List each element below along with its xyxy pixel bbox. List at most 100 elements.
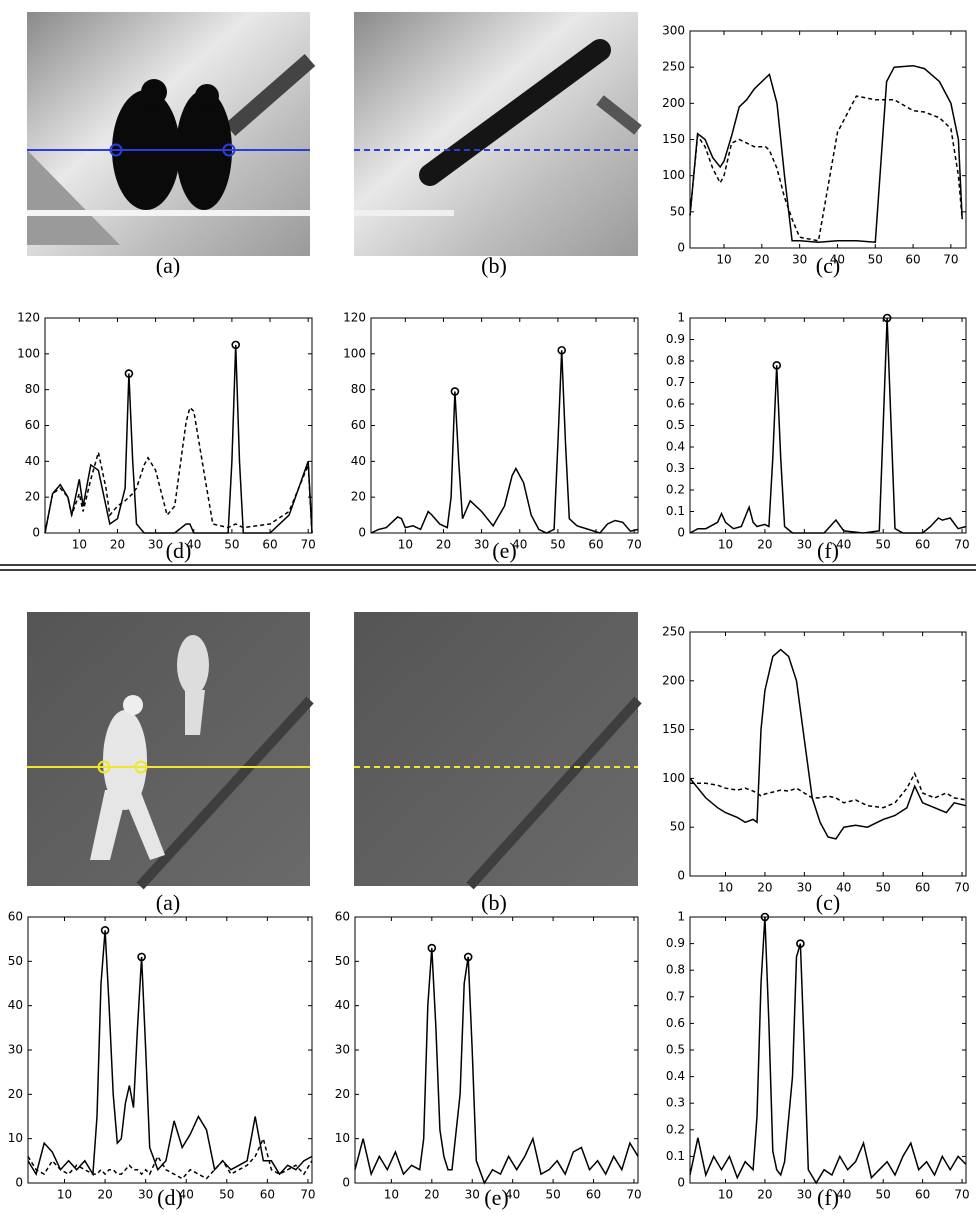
- x-tick-label: 20: [110, 538, 125, 552]
- y-tick-label: 0.9: [666, 936, 685, 950]
- x-tick-label: 40: [836, 1188, 851, 1202]
- y-tick-label: 200: [662, 96, 685, 110]
- y-tick-label: 80: [351, 382, 366, 396]
- y-tick-label: 250: [662, 625, 685, 639]
- series-line: [690, 771, 967, 809]
- y-tick-label: 40: [351, 454, 366, 468]
- caption: (e): [484, 1185, 508, 1210]
- y-tick-label: 30: [8, 1043, 23, 1057]
- x-tick-label: 70: [954, 881, 969, 895]
- y-tick-label: 0: [342, 1176, 350, 1190]
- x-tick-label: 40: [186, 538, 201, 552]
- y-tick-label: 0: [677, 1176, 685, 1190]
- y-tick-label: 0.7: [666, 375, 685, 389]
- y-tick-label: 60: [25, 418, 40, 432]
- photo: [27, 12, 316, 256]
- plot-frame: [354, 916, 639, 1184]
- x-tick-label: 10: [384, 1188, 399, 1202]
- x-tick-label: 60: [262, 538, 277, 552]
- y-tick-label: 0.3: [666, 461, 685, 475]
- peak-marker: [427, 943, 437, 953]
- series-line: [27, 930, 313, 1177]
- y-tick-label: 0.2: [666, 483, 685, 497]
- x-tick-label: 20: [757, 881, 772, 895]
- x-tick-label: 20: [754, 253, 769, 267]
- y-tick-label: 30: [335, 1043, 350, 1057]
- x-tick-label: 60: [915, 538, 930, 552]
- series-line: [689, 95, 963, 242]
- y-tick-label: 0.9: [666, 332, 685, 346]
- caption: (b): [481, 253, 507, 278]
- y-tick-label: 0.2: [666, 1122, 685, 1136]
- x-tick-label: 30: [474, 538, 489, 552]
- y-tick-label: 0.8: [666, 963, 685, 977]
- x-tick-label: 40: [179, 1188, 194, 1202]
- x-tick-label: 30: [792, 253, 807, 267]
- series-line: [689, 916, 967, 1185]
- x-tick-label: 40: [830, 253, 845, 267]
- peak-marker: [882, 313, 892, 323]
- x-tick-label: 20: [757, 1188, 772, 1202]
- x-tick-label: 60: [905, 253, 920, 267]
- x-tick-label: 30: [148, 538, 163, 552]
- x-tick-label: 30: [797, 881, 812, 895]
- plot-frame: [689, 916, 967, 1184]
- y-tick-label: 40: [8, 998, 23, 1012]
- x-tick-label: 70: [627, 538, 642, 552]
- y-tick-label: 0.6: [666, 1016, 685, 1030]
- caption: (c): [816, 253, 840, 278]
- photo: [354, 612, 642, 890]
- x-tick-label: 30: [138, 1188, 153, 1202]
- x-tick-label: 20: [436, 538, 451, 552]
- plot-frame: [689, 631, 967, 877]
- y-tick-label: 50: [8, 954, 23, 968]
- y-tick-label: 0: [677, 241, 685, 255]
- y-tick-label: 10: [8, 1131, 23, 1145]
- caption: (b): [481, 890, 507, 915]
- x-tick-label: 40: [836, 538, 851, 552]
- y-tick-label: 50: [670, 204, 685, 218]
- series-line: [689, 648, 967, 840]
- x-tick-label: 10: [718, 881, 733, 895]
- x-tick-label: 70: [954, 1188, 969, 1202]
- y-tick-label: 300: [662, 24, 685, 38]
- x-tick-label: 60: [915, 881, 930, 895]
- y-tick-label: 150: [662, 132, 685, 146]
- peak-marker: [124, 369, 134, 378]
- x-tick-label: 50: [219, 1188, 234, 1202]
- y-tick-label: 40: [25, 454, 40, 468]
- plot-frame: [44, 317, 313, 534]
- y-tick-label: 0: [32, 526, 40, 540]
- photo: [27, 612, 314, 890]
- y-tick-label: 20: [335, 1087, 350, 1101]
- y-tick-label: 20: [25, 490, 40, 504]
- plot-frame: [689, 30, 967, 249]
- x-tick-label: 30: [797, 1188, 812, 1202]
- x-tick-label: 10: [718, 1188, 733, 1202]
- y-tick-label: 0: [358, 526, 366, 540]
- y-tick-label: 0.4: [666, 1069, 685, 1083]
- y-tick-label: 250: [662, 60, 685, 74]
- peak-marker: [450, 387, 460, 396]
- series-line: [27, 1136, 313, 1180]
- y-tick-label: 100: [662, 771, 685, 785]
- series-line: [370, 350, 639, 534]
- caption: (d): [157, 1185, 183, 1210]
- plot-frame: [370, 317, 639, 534]
- y-tick-label: 20: [8, 1087, 23, 1101]
- x-tick-label: 20: [424, 1188, 439, 1202]
- x-tick-label: 60: [260, 1188, 275, 1202]
- x-tick-label: 50: [876, 881, 891, 895]
- peak-marker: [137, 952, 146, 962]
- x-tick-label: 10: [72, 538, 87, 552]
- x-tick-label: 40: [836, 881, 851, 895]
- y-tick-label: 0.1: [666, 1149, 685, 1163]
- x-tick-label: 50: [868, 253, 883, 267]
- x-tick-label: 70: [301, 538, 316, 552]
- y-tick-label: 50: [335, 954, 350, 968]
- caption: (e): [492, 538, 516, 563]
- peak-marker: [231, 340, 241, 350]
- x-tick-label: 30: [465, 1188, 480, 1202]
- y-tick-label: 150: [662, 722, 685, 736]
- y-tick-label: 60: [8, 910, 23, 924]
